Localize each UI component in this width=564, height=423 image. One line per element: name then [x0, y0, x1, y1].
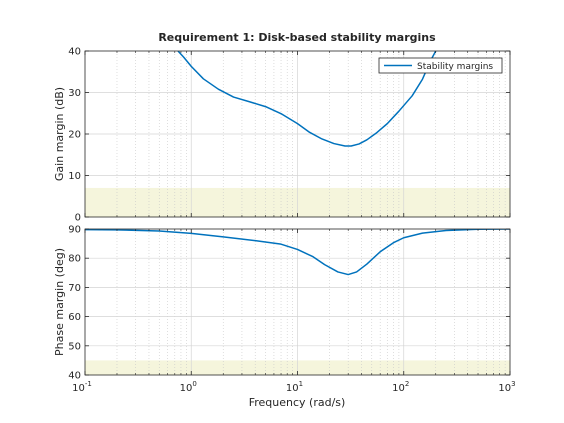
y-tick-label: 40 [68, 371, 81, 382]
y-tick-label: 20 [68, 130, 81, 141]
x-tick-label: 100 [180, 380, 197, 394]
y-tick-label: 30 [68, 88, 81, 99]
x-tick-label: 102 [392, 380, 409, 394]
x-tick-exponent: 2 [405, 380, 409, 388]
y-tick-label: 80 [68, 254, 81, 265]
series-line [177, 51, 437, 147]
gain-margin-ylabel: Gain margin (dB) [53, 87, 66, 181]
y-tick-label: 90 [68, 225, 81, 236]
gain-margin-axes: 0 10 20 30 40 Stability margins [68, 47, 511, 224]
y-tick-label: 50 [68, 341, 81, 352]
x-tick-exponent: 1 [299, 380, 303, 388]
y-tick-label: 70 [68, 283, 81, 294]
x-tick-exponent: 0 [192, 380, 196, 388]
x-tick-label: 10-1 [72, 380, 92, 394]
legend-box [378, 57, 503, 74]
legend: Stability margins [378, 57, 503, 74]
phase-margin-ylabel: Phase margin (deg) [53, 248, 66, 356]
y-tick-label: 60 [68, 312, 81, 323]
x-tick-exponent: -1 [85, 380, 92, 388]
legend-label: Stability margins [417, 62, 493, 72]
x-tick-label: 101 [286, 380, 303, 394]
x-tick-label: 103 [498, 380, 515, 394]
y-tick-label: 0 [75, 213, 81, 224]
y-tick-label: 10 [68, 171, 81, 182]
series-line [85, 229, 510, 276]
y-tick-label: 40 [68, 47, 81, 58]
frequency-xlabel: Frequency (rad/s) [249, 396, 346, 409]
x-tick-exponent: 3 [511, 380, 515, 388]
chart-title: Requirement 1: Disk-based stability marg… [158, 31, 436, 44]
